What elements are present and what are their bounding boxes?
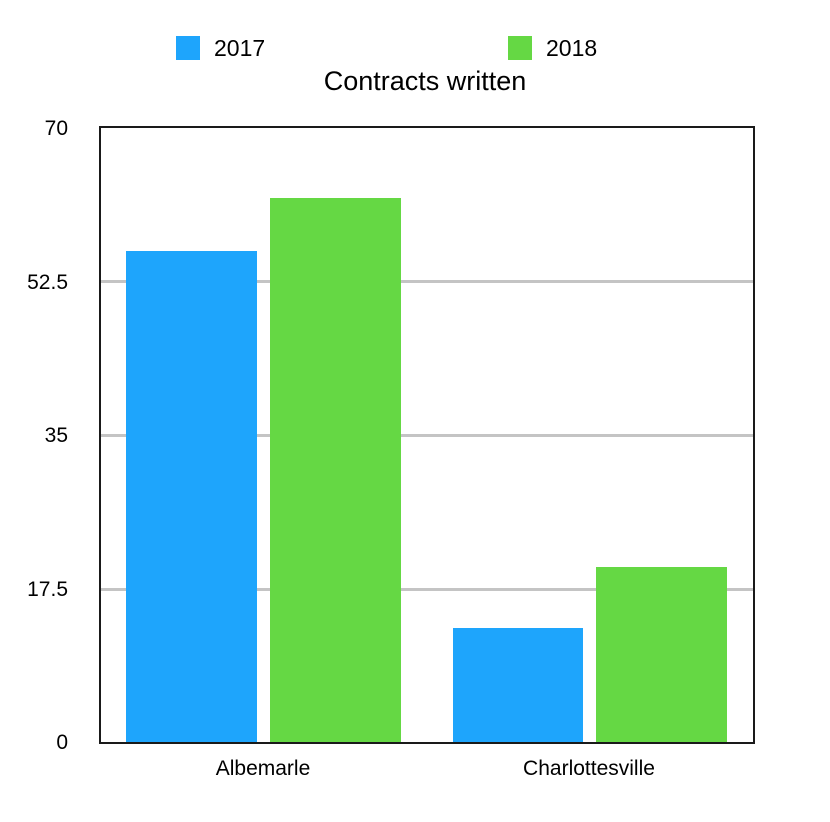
y-tick-0: 0 <box>56 731 68 754</box>
legend-swatch-2018 <box>508 36 532 60</box>
bar-charlottesville-2017 <box>453 627 583 742</box>
chart-title: Contracts written <box>323 66 527 96</box>
y-tick-70: 70 <box>44 117 68 140</box>
x-tick-charlottesville: Charlottesville <box>523 757 655 780</box>
plot-area <box>99 126 755 744</box>
gridline-35 <box>101 434 753 437</box>
legend-label-2017: 2017 <box>214 35 266 61</box>
y-tick-17-5: 17.5 <box>27 578 68 601</box>
bar-albemarle-2017 <box>126 250 257 742</box>
gridline-17-5 <box>101 588 753 591</box>
legend-item-2018: 2018 <box>508 36 597 60</box>
y-tick-35: 35 <box>44 424 68 447</box>
bar-albemarle-2018 <box>270 198 401 742</box>
legend-label-2018: 2018 <box>546 35 598 61</box>
legend-item-2017: 2017 <box>176 36 265 60</box>
x-tick-albemarle: Albemarle <box>215 757 311 780</box>
y-tick-52-5: 52.5 <box>27 271 68 294</box>
gridline-52-5 <box>101 280 753 283</box>
bar-charlottesville-2018 <box>596 566 727 742</box>
legend-swatch-2017 <box>176 36 200 60</box>
